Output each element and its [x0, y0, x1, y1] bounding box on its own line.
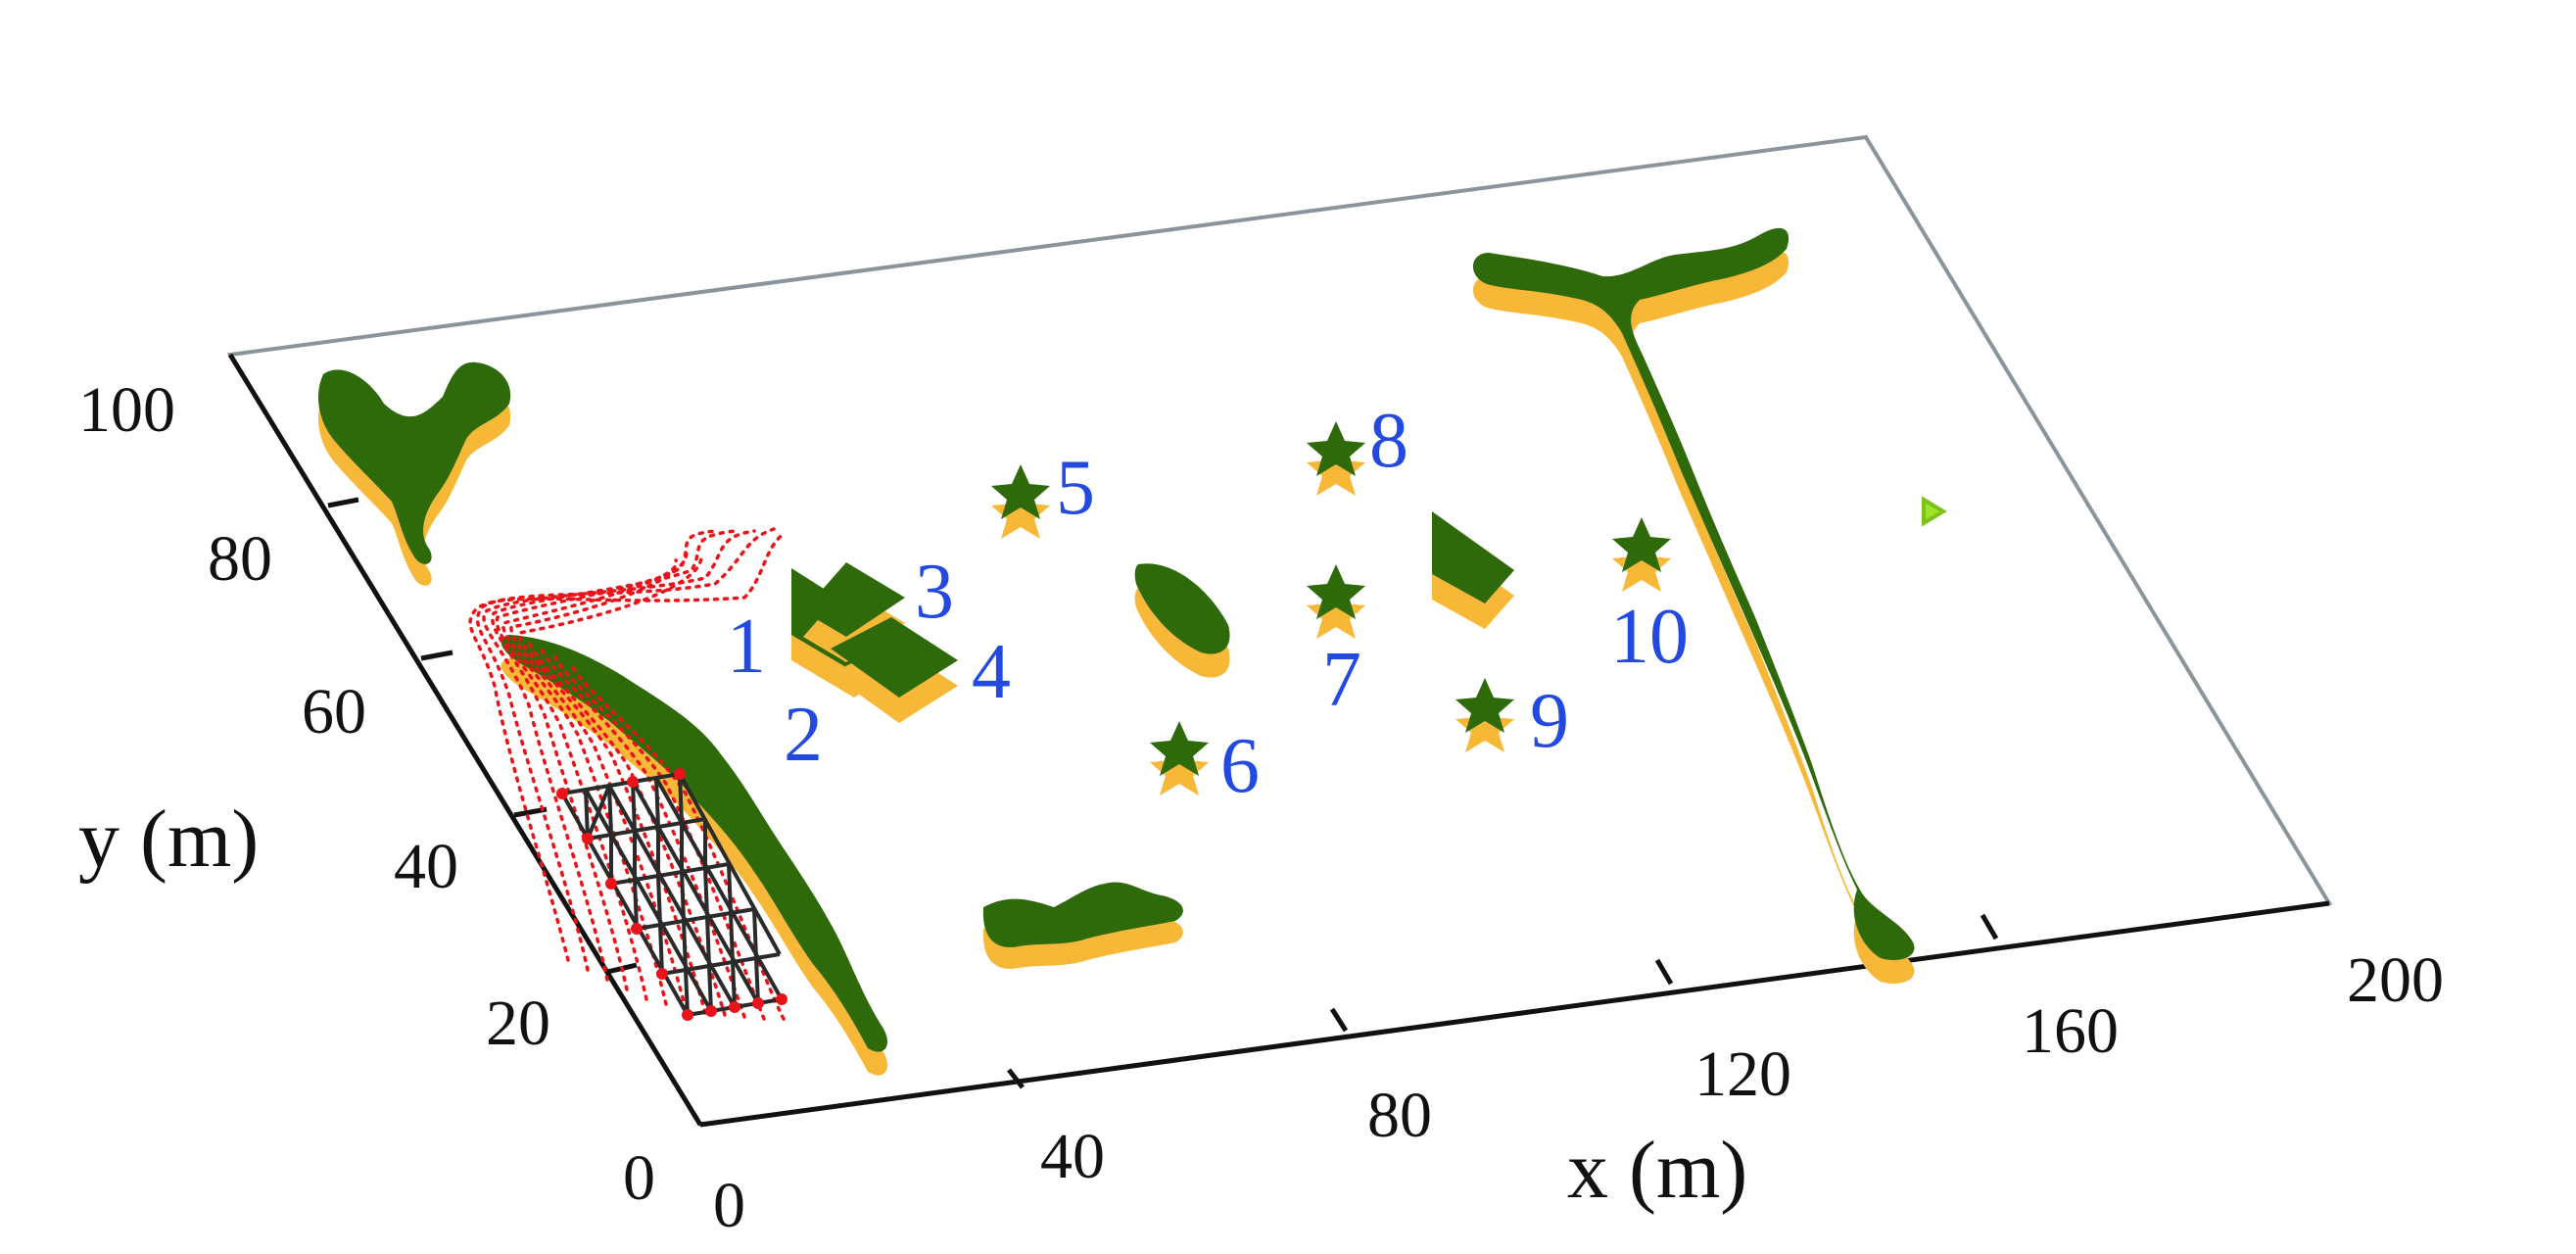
trajectory-12 — [570, 662, 786, 1021]
y-tick-label-20: 20 — [486, 988, 550, 1059]
x-tick-label-0: 0 — [713, 1170, 745, 1241]
y-tick-label-40: 40 — [394, 831, 458, 902]
obstacle-label-10: 10 — [1610, 594, 1689, 680]
obstacle-top-left — [318, 362, 511, 586]
trajectory-3 — [482, 529, 756, 982]
star-obstacle-9 — [1455, 678, 1514, 752]
trajectory-7 — [509, 547, 689, 1011]
obstacle-label-7: 7 — [1322, 637, 1361, 723]
y-tick-label-100: 100 — [78, 374, 175, 446]
goal-marker — [1922, 496, 1947, 527]
robot-node — [605, 878, 617, 890]
obstacle-label-5: 5 — [1056, 445, 1095, 531]
robot-node — [776, 993, 787, 1005]
x-tick-label-40: 40 — [1040, 1121, 1105, 1192]
y-tick-label-80: 80 — [208, 523, 272, 595]
robot-formation-mesh — [560, 772, 784, 1017]
robot-node — [582, 833, 594, 844]
x-tick-label-120: 120 — [1694, 1038, 1791, 1110]
y-tick-label-60: 60 — [302, 676, 366, 748]
trajectory-11 — [552, 652, 766, 1021]
x-tick-80 — [1329, 1007, 1349, 1033]
x-axis-line — [699, 900, 2330, 1128]
obstacle-left-curve — [501, 635, 888, 1076]
floor-plane — [226, 134, 2333, 1128]
obstacle-labels: 1 2 3 4 5 6 7 8 9 10 — [727, 398, 1689, 809]
y-axis-line — [227, 353, 703, 1127]
trajectory-10 — [539, 645, 746, 1019]
trajectory-1 — [468, 532, 786, 962]
x-tick-label-160: 160 — [2022, 995, 2119, 1067]
obstacle-label-9: 9 — [1530, 678, 1569, 764]
obstacle-label-6: 6 — [1220, 723, 1260, 809]
star-obstacle-5 — [991, 464, 1050, 539]
obstacle-label-3: 3 — [915, 549, 954, 635]
x-tick-label-200: 200 — [2347, 944, 2444, 1016]
robot-trajectories — [468, 527, 786, 1021]
robot-node — [729, 1001, 740, 1013]
star-obstacle-6 — [1150, 721, 1209, 796]
robot-node — [705, 1005, 717, 1017]
obstacle-label-2: 2 — [784, 692, 823, 778]
x-tick-label-80: 80 — [1367, 1080, 1432, 1151]
obstacle-label-8: 8 — [1369, 398, 1408, 484]
robot-node — [674, 768, 686, 780]
robot-node — [556, 788, 568, 799]
y-tick-60 — [420, 650, 453, 661]
obstacle-t-shape — [1472, 227, 1915, 984]
x-tick-160 — [1980, 913, 1999, 940]
star-obstacle-8 — [1307, 421, 1365, 496]
robot-node — [752, 997, 764, 1009]
y-tick-label-0: 0 — [623, 1142, 655, 1214]
y-tick-80 — [327, 497, 359, 508]
trajectory-4 — [491, 529, 737, 991]
x-axis-title: x (m) — [1567, 1125, 1747, 1216]
x-tick-120 — [1654, 958, 1674, 986]
robot-node — [627, 776, 639, 788]
x-axis-ticks — [1007, 913, 1999, 1089]
robot-node — [682, 1009, 693, 1021]
robot-formation-nodes — [556, 768, 787, 1021]
obstacle-rhombus — [1432, 511, 1514, 629]
star-obstacle-7 — [1307, 564, 1365, 639]
x-tick-40 — [1007, 1068, 1025, 1089]
y-axis-title: y (m) — [78, 794, 259, 885]
obstacle-label-4: 4 — [972, 629, 1011, 715]
obstacle-label-1: 1 — [727, 603, 766, 690]
obstacle-bottom-blob — [982, 882, 1183, 969]
trajectory-8 — [517, 553, 707, 1015]
robot-node — [631, 923, 643, 935]
obstacle-oval — [1134, 563, 1230, 678]
star-obstacle-10 — [1612, 517, 1671, 592]
trajectory-6 — [501, 558, 679, 1006]
y-axis-ticks — [327, 497, 638, 975]
trajectory-2 — [475, 527, 776, 972]
robot-node — [656, 968, 668, 980]
